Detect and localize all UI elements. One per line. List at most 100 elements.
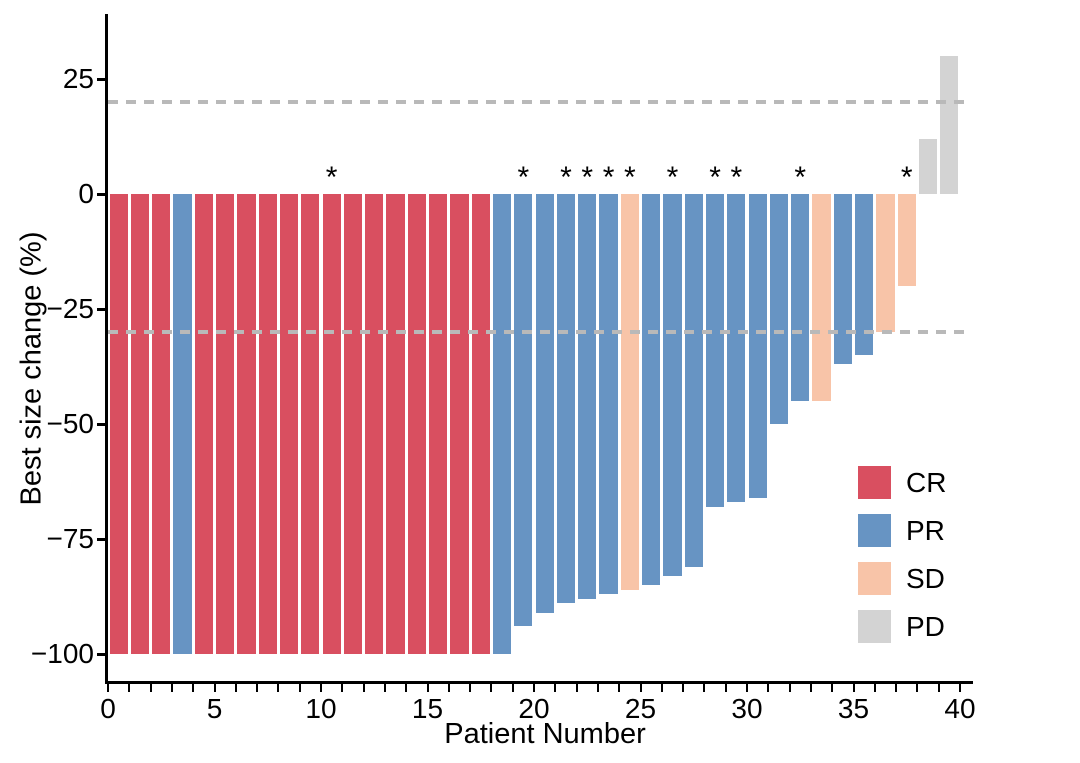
bar-patient-5 [194,194,213,654]
bar-patient-13 [365,194,384,654]
x-tick-label-30: 30 [731,693,763,724]
x-tick-34 [831,684,834,692]
bar-patient-21 [535,194,554,613]
x-tick-13 [383,684,386,692]
significance-asterisk-patient-22: * [560,161,572,194]
bar-patient-36 [855,194,874,355]
bar-patient-26 [642,194,661,585]
x-tick-8 [277,684,280,692]
significance-asterisk-patient-29: * [709,161,721,194]
x-tick-20 [533,684,535,692]
x-tick-35 [852,684,855,692]
x-tick-24 [618,684,621,692]
x-tick-40 [959,684,961,692]
legend-item-pr: PR [858,514,946,547]
x-tick-39 [937,684,940,692]
bar-patient-28 [684,194,703,567]
significance-asterisk-patient-27: * [666,161,679,194]
bar-patient-16 [429,194,448,654]
significance-asterisk-patient-33: * [794,161,807,194]
legend-label-cr: CR [906,467,947,498]
y-tick--75 [97,537,105,541]
significance-asterisk-patient-25: * [624,161,636,194]
y-tick-label-0: 0 [78,178,94,209]
y-tick-label--100: −100 [30,638,94,669]
bar-patient-2 [130,194,150,654]
bar-patient-19 [492,194,512,654]
significance-asterisk-patient-30: * [730,161,743,194]
x-tick-9 [298,684,301,692]
x-tick-label-10: 10 [305,693,337,724]
x-tick-2 [149,684,152,692]
significance-asterisk-patient-20: * [517,161,530,194]
legend-swatch-sd [858,562,891,595]
x-tick-28 [703,684,706,692]
significance-asterisk-patient-23: * [581,161,594,194]
x-tick-label-20: 20 [518,693,550,724]
x-tick-10 [320,684,322,692]
x-tick-15 [426,684,429,692]
x-tick-32 [788,684,791,692]
x-tick-31 [767,684,770,692]
x-tick-26 [660,684,663,692]
y-axis-line [105,14,108,684]
x-tick-4 [192,684,195,692]
bar-patient-4 [173,194,192,654]
bar-patient-37 [876,194,895,332]
bar-patient-3 [152,194,171,654]
bar-patient-30 [727,194,746,503]
bar-patient-31 [748,194,767,498]
y-tick-0 [97,192,105,196]
bar-patient-29 [705,194,725,507]
bar-patient-6 [216,194,235,654]
bar-patient-17 [450,194,469,654]
legend-swatch-cr [858,466,891,499]
bar-patient-38 [897,194,916,286]
x-tick-label-25: 25 [624,693,657,724]
bar-patient-12 [343,194,363,654]
legend-item-pd: PD [858,610,946,643]
x-axis-title: Patient Number [444,718,646,750]
x-tick-29 [724,684,727,692]
bar-patient-20 [514,194,533,627]
x-tick-14 [405,684,408,692]
x-tick-7 [256,684,259,692]
x-tick-23 [596,684,599,692]
x-tick-38 [916,684,919,692]
legend-swatch-pr [858,514,891,547]
y-tick-label-25: 25 [62,63,94,94]
bar-patient-39 [918,138,938,194]
legend-item-sd: SD [858,562,946,595]
x-tick-36 [873,684,876,692]
bar-patient-9 [279,194,299,654]
reference-line-20 [108,100,964,104]
bar-patient-7 [237,194,256,654]
bar-patient-8 [258,194,277,654]
bar-patient-15 [407,194,426,654]
bar-patient-40 [940,56,959,194]
bar-patient-23 [578,194,597,599]
y-tick--50 [97,422,105,426]
x-tick-25 [639,684,642,692]
x-tick-33 [809,684,812,692]
y-tick--25 [97,307,105,311]
legend-item-cr: CR [858,466,946,499]
x-tick-30 [746,684,748,692]
bar-patient-32 [769,194,789,424]
bar-patient-11 [322,194,341,654]
x-tick-label-0: 0 [100,693,116,724]
x-tick-label-40: 40 [944,693,976,724]
x-tick-11 [341,684,344,692]
y-tick-label--25: −25 [46,293,95,324]
y-tick-label--75: −75 [46,523,95,554]
y-axis-title: Best size change (%) [15,231,48,506]
x-tick-1 [128,684,131,692]
legend-label-sd: SD [906,563,945,594]
x-tick-3 [170,684,173,692]
y-tick--100 [97,652,105,656]
x-tick-0 [107,684,109,692]
bar-patient-33 [791,194,810,401]
x-tick-label-15: 15 [411,693,444,724]
significance-asterisk-patient-24: * [602,161,615,194]
bar-patient-14 [386,194,405,654]
